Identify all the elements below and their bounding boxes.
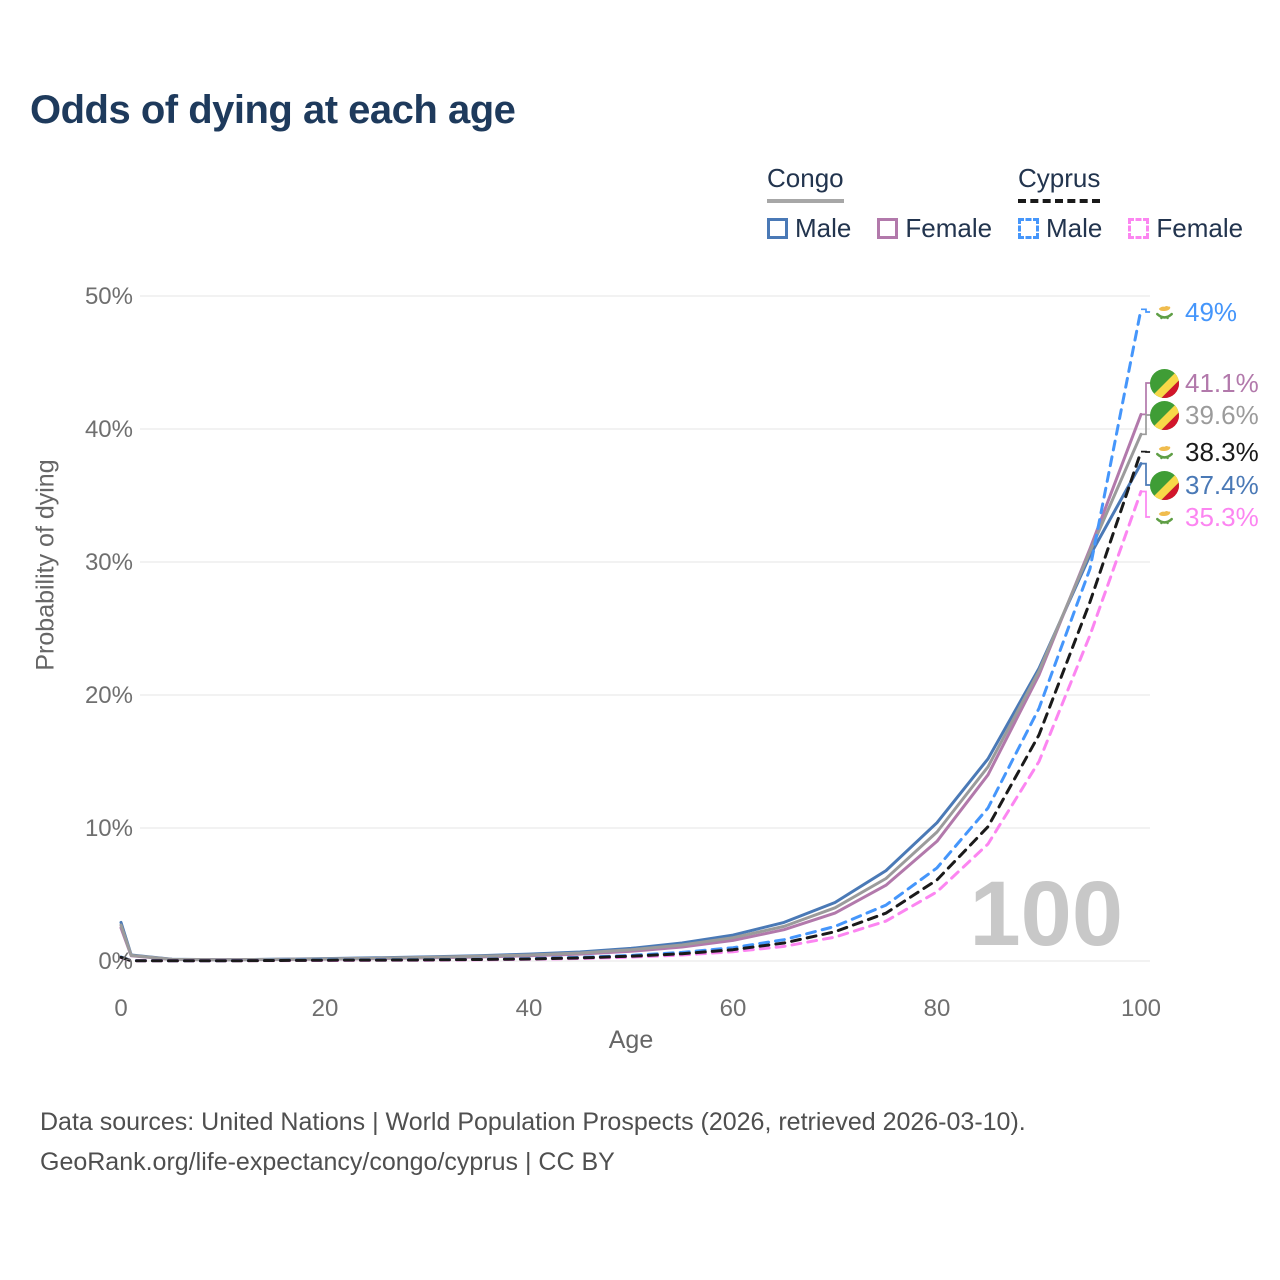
legend-congo-male[interactable]: Male — [767, 213, 851, 244]
end-label-leader — [1141, 308, 1151, 313]
cyprus-flag-icon — [1150, 503, 1179, 532]
footer-attribution: GeoRank.org/life-expectancy/congo/cyprus… — [40, 1148, 615, 1176]
cyprus-male-swatch-icon — [1018, 218, 1039, 239]
end-label-cyprus-male[interactable]: 49% — [1150, 297, 1237, 327]
end-label-leader — [1141, 462, 1151, 486]
x-tick-label: 20 — [311, 995, 339, 1022]
legend-congo-female-label: Female — [905, 213, 993, 243]
cyprus-flag-icon — [1150, 438, 1179, 467]
legend-cyprus-female-label: Female — [1156, 213, 1244, 243]
legend-cyprus-male[interactable]: Male — [1018, 213, 1102, 244]
congo-flag-icon — [1150, 369, 1179, 398]
congo-flag-icon — [1150, 401, 1179, 430]
legend-cyprus-male-label: Male — [1046, 213, 1103, 243]
legend-congo-label: Congo — [767, 163, 844, 203]
y-tick-label: 30% — [84, 549, 133, 576]
end-label-congo-male[interactable]: 37.4% — [1150, 470, 1259, 500]
series-line-cyprus-both-sexes — [119, 450, 1143, 963]
end-label-value: 37.4% — [1185, 469, 1259, 500]
end-label-congo-both-sexes[interactable]: 39.6% — [1150, 400, 1259, 430]
end-label-cyprus-female[interactable]: 35.3% — [1150, 502, 1259, 532]
legend-group-cyprus: Cyprus Male Female — [1018, 163, 1243, 244]
y-tick-label: 10% — [84, 815, 133, 842]
x-tick-label: 0 — [114, 995, 128, 1022]
end-label-congo-female[interactable]: 41.1% — [1150, 368, 1259, 398]
legend-congo-male-label: Male — [795, 213, 852, 243]
watermark-age-100: 100 — [969, 863, 1124, 965]
legend-group-congo: Congo Male Female — [767, 163, 992, 244]
x-tick-label: 100 — [1120, 995, 1162, 1022]
end-label-value: 39.6% — [1185, 399, 1259, 430]
end-label-leader — [1141, 414, 1151, 436]
cyprus-flag-icon — [1150, 298, 1179, 327]
end-label-leader — [1141, 382, 1151, 416]
x-tick-label: 40 — [515, 995, 543, 1022]
y-tick-label: 40% — [84, 416, 133, 443]
y-tick-label: 50% — [84, 283, 133, 310]
end-label-cyprus-both-sexes[interactable]: 38.3% — [1150, 437, 1259, 467]
congo-female-swatch-icon — [877, 218, 899, 239]
legend-cyprus-label: Cyprus — [1018, 163, 1101, 203]
congo-flag-icon — [1150, 471, 1179, 500]
legend-cyprus-female[interactable]: Female — [1128, 213, 1243, 244]
legend-congo-female[interactable]: Female — [877, 213, 992, 244]
y-tick-label: 0% — [98, 948, 133, 975]
x-axis-title: Age — [608, 1026, 654, 1054]
end-label-value: 49% — [1185, 296, 1238, 327]
cyprus-female-swatch-icon — [1128, 218, 1150, 239]
footer-data-sources: Data sources: United Nations | World Pop… — [40, 1108, 1026, 1136]
end-label-value: 38.3% — [1185, 436, 1259, 467]
end-label-value: 35.3% — [1185, 501, 1259, 532]
end-label-leader — [1141, 490, 1151, 518]
congo-male-swatch-icon — [767, 218, 788, 239]
y-tick-label: 20% — [84, 682, 133, 709]
end-label-value: 41.1% — [1185, 367, 1259, 398]
x-tick-label: 60 — [719, 995, 747, 1022]
chart-title: Odds of dying at each age — [30, 88, 516, 132]
x-tick-label: 80 — [923, 995, 951, 1022]
